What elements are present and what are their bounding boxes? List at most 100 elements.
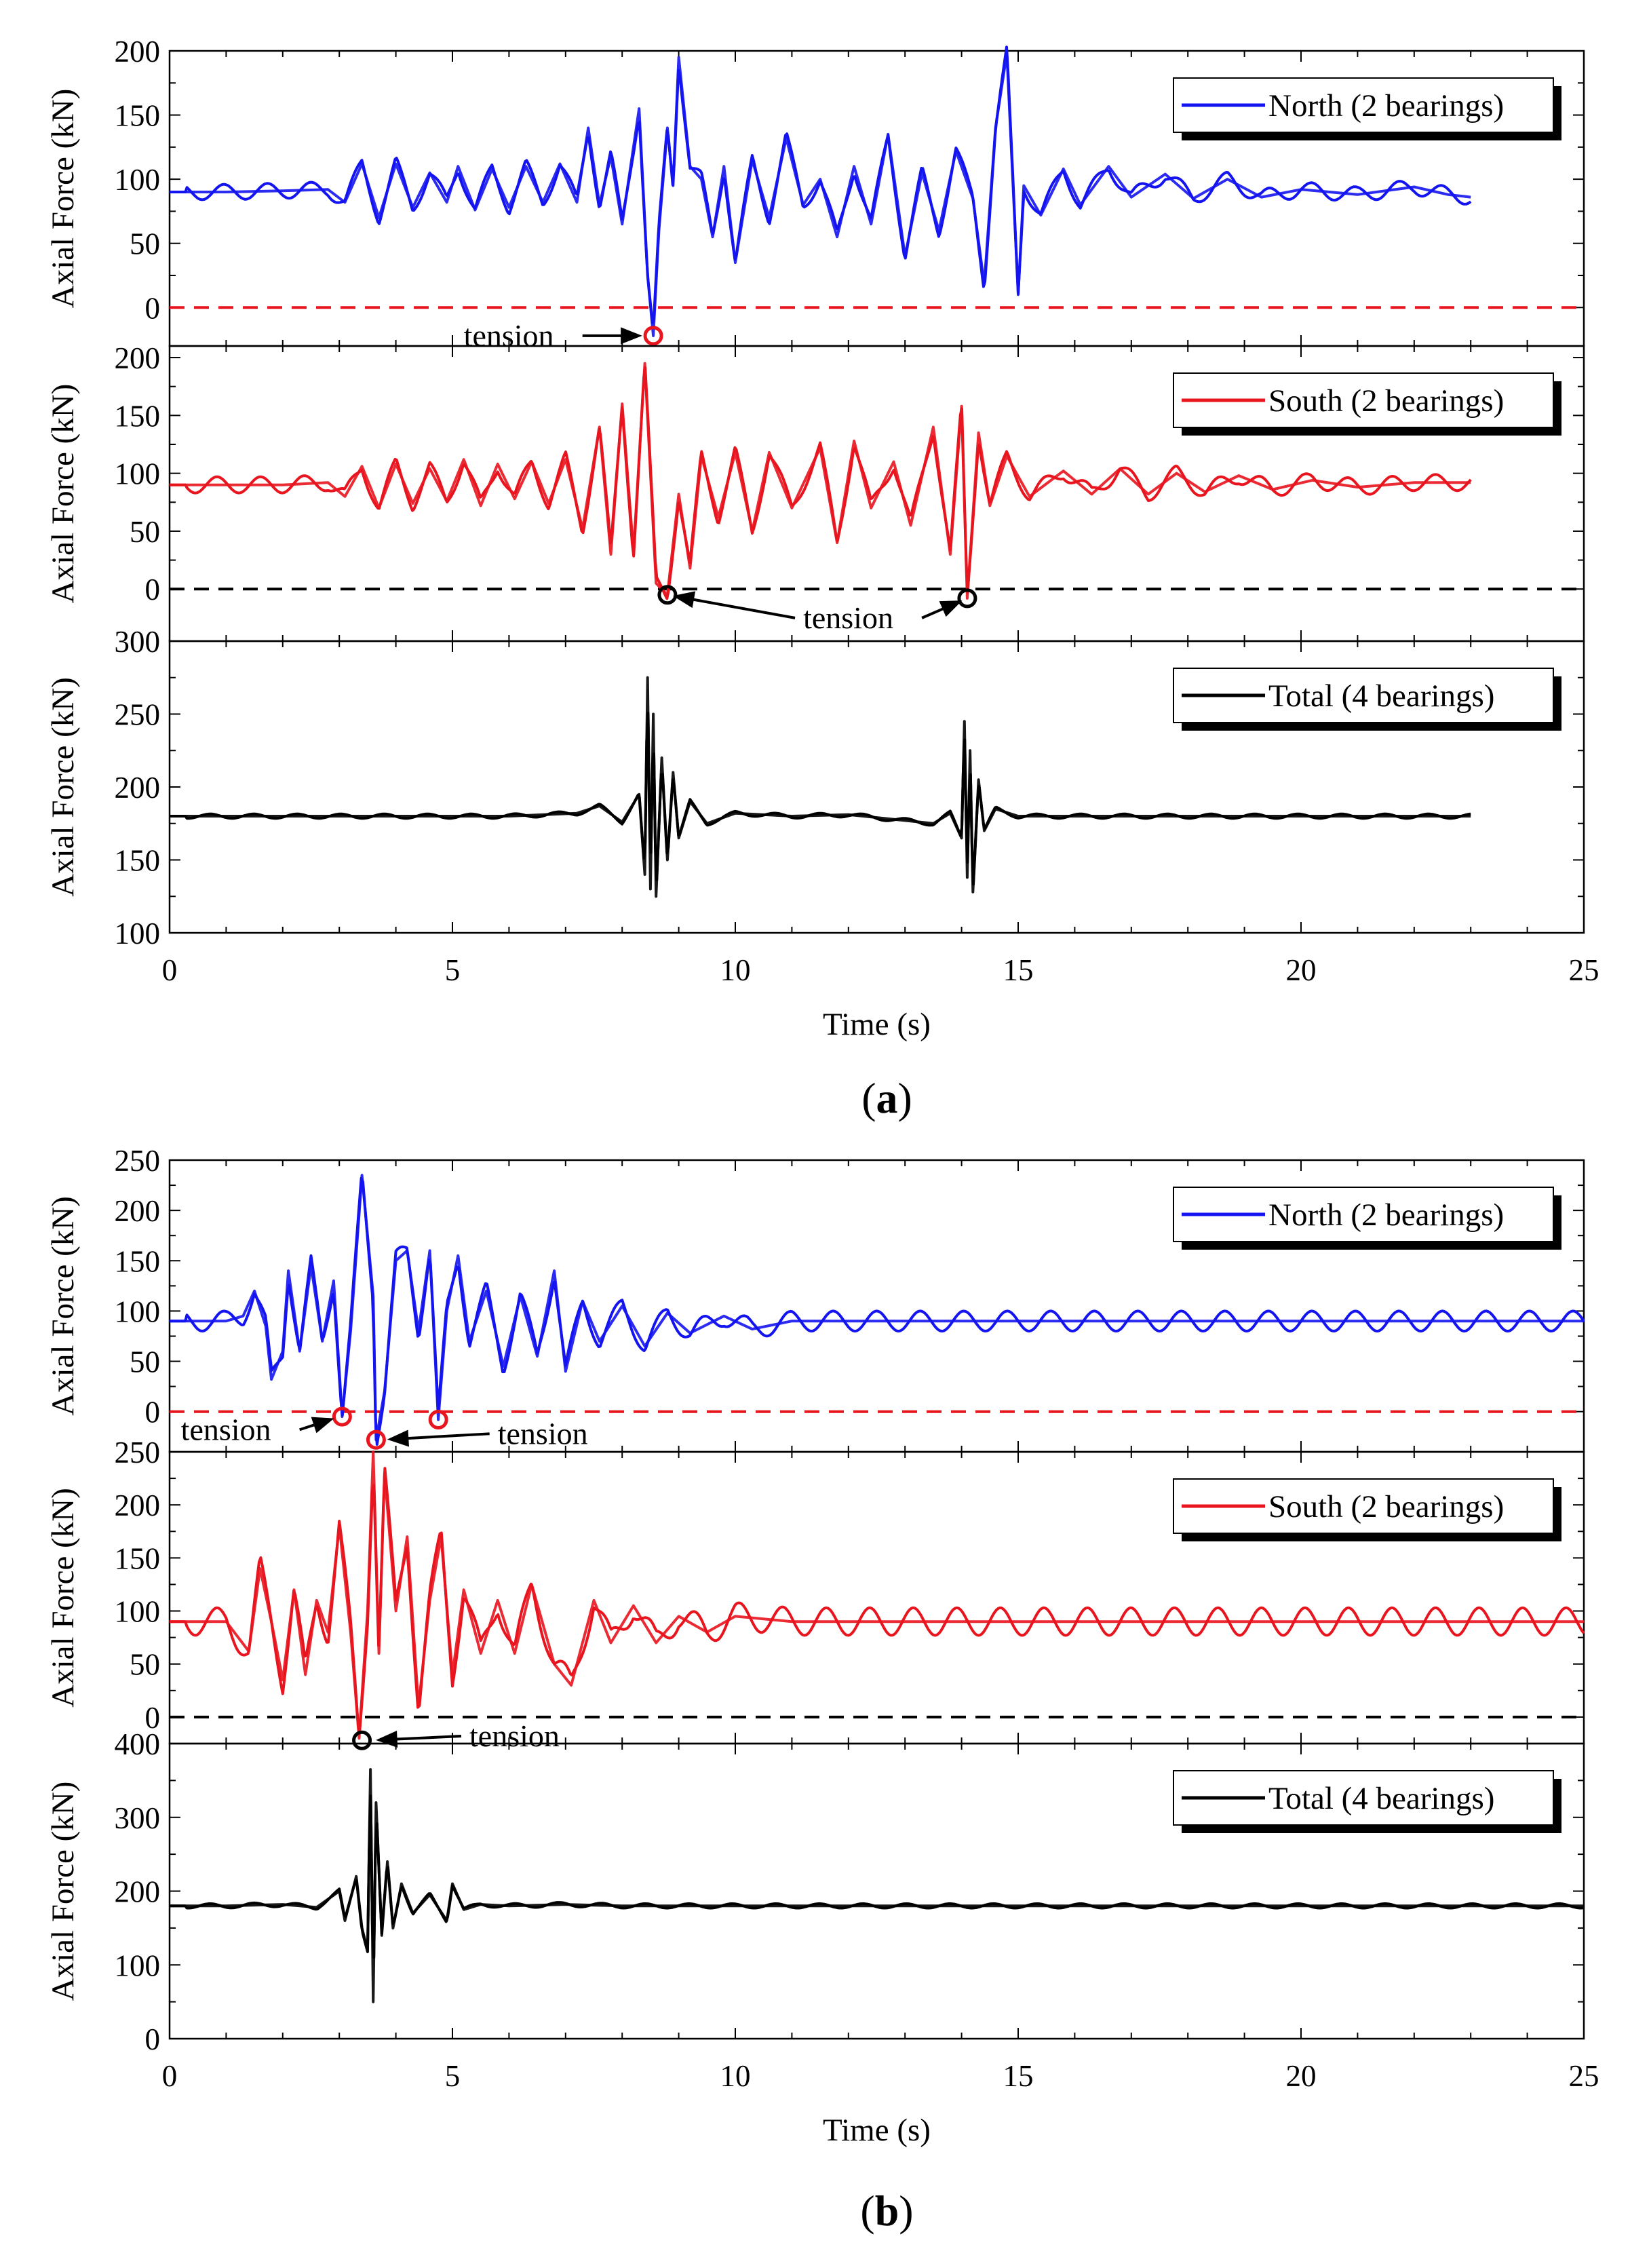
x-tick-label: 25: [1569, 953, 1599, 987]
y-tick-label: 100: [115, 163, 161, 197]
y-tick-label: 250: [115, 1144, 161, 1178]
caption-letter: b: [875, 2187, 899, 2235]
tension-marker: [352, 1730, 372, 1750]
y-tick-label: 200: [115, 1488, 161, 1522]
y-tick-label: 200: [115, 341, 161, 375]
x-axis-label: Time (s): [823, 2113, 931, 2148]
subplot-a3: 100 150 200 250 300 Axial Force (kN) Total (4 …: [45, 625, 1585, 950]
caption-close-paren: ): [898, 1074, 912, 1122]
y-tick-label: 50: [130, 1648, 160, 1682]
series-peaks-line: [170, 1450, 1584, 1740]
y-tick-label: 150: [115, 844, 161, 878]
legend-label: South (2 bearings): [1268, 383, 1504, 419]
tension-annotation-label: tension: [469, 1718, 560, 1753]
y-tick-label: 250: [115, 1436, 161, 1469]
y-tick-label: 0: [145, 1701, 161, 1735]
legend-label: South (2 bearings): [1268, 1489, 1504, 1524]
x-tick-label: 10: [720, 953, 751, 987]
x-tick-label: 5: [445, 2059, 461, 2093]
y-tick-label: 200: [115, 35, 161, 69]
panel-caption: (b): [860, 2187, 913, 2235]
tension-annotation-label: tension: [803, 600, 893, 635]
legend-label: North (2 bearings): [1268, 88, 1504, 123]
y-tick-label: 0: [145, 291, 161, 325]
series-peaks-line: [170, 52, 1471, 337]
y-tick-label: 250: [115, 698, 161, 732]
series-line: [170, 366, 1472, 600]
tension-marker: [332, 1406, 352, 1427]
series-peaks-line: [170, 1768, 1584, 2003]
caption-open-paren: (: [861, 1074, 876, 1122]
x-axis-label: Time (s): [823, 1007, 931, 1042]
y-axis-label: Axial Force (kN): [45, 1196, 81, 1416]
y-tick-label: 150: [115, 1541, 161, 1575]
y-tick-label: 100: [115, 1948, 161, 1982]
y-tick-label: 100: [115, 1294, 161, 1328]
y-tick-label: 200: [115, 1875, 161, 1909]
y-axis-label: Axial Force (kN): [45, 1488, 81, 1708]
tension-annotation-label: tension: [498, 1416, 588, 1450]
tension-marker: [657, 585, 678, 605]
y-tick-label: 200: [115, 771, 161, 805]
subplot-b2: 0 50 100 150 200 250 Axial Force (kN) tension So…: [45, 1436, 1585, 1753]
x-tick-label: 15: [1003, 953, 1034, 987]
y-tick-label: 300: [115, 1801, 161, 1835]
x-tick-label: 15: [1003, 2059, 1034, 2093]
subplot-a2: 0 50 100 150 200 Axial Force (kN) tension South…: [45, 341, 1585, 642]
x-tick-label: 5: [445, 953, 461, 987]
tension-marker: [643, 326, 663, 346]
y-axis-label: Axial Force (kN): [45, 89, 81, 309]
x-tick-label: 20: [1286, 953, 1317, 987]
y-axis-label: Axial Force (kN): [45, 1782, 81, 2001]
tension-marker: [957, 588, 977, 609]
series-line: [170, 712, 1471, 886]
series-line: [170, 1176, 1585, 1446]
annotation-arrow-shaft: [396, 1432, 490, 1440]
annotation-arrow-head: [672, 591, 696, 609]
caption-close-paren: ): [899, 2187, 913, 2235]
series-peaks-line: [170, 676, 1471, 898]
series-peaks-line: [170, 362, 1471, 600]
annotation-arrow-head: [311, 1417, 334, 1434]
y-tick-label: 50: [130, 1345, 160, 1379]
x-tick-label: 25: [1569, 2059, 1599, 2093]
panel-caption: (a): [861, 1074, 912, 1122]
y-tick-label: 300: [115, 625, 161, 659]
x-tick-label: 0: [162, 953, 178, 987]
annotation-arrow-head: [939, 600, 963, 617]
y-tick-label: 150: [115, 1244, 161, 1278]
y-tick-label: 0: [145, 573, 161, 607]
y-tick-label: 100: [115, 457, 161, 491]
subplot-b3: 0 100 200 300 400 Axial Force (kN) Total (4 be…: [45, 1727, 1585, 2056]
y-tick-label: 200: [115, 1194, 161, 1228]
y-tick-label: 100: [115, 1595, 161, 1629]
y-tick-label: 50: [130, 227, 160, 261]
y-tick-label: 400: [115, 1727, 161, 1761]
legend-label: Total (4 bearings): [1268, 678, 1494, 714]
y-tick-label: 0: [145, 1396, 161, 1429]
annotation-arrow-shaft: [682, 596, 796, 619]
annotation-arrow-head: [376, 1730, 398, 1748]
caption-open-paren: (: [860, 2187, 874, 2235]
annotation-arrow-head: [387, 1429, 409, 1447]
tension-annotation-label: tension: [181, 1412, 271, 1446]
x-tick-label: 20: [1286, 2059, 1317, 2093]
y-axis-label: Axial Force (kN): [45, 384, 81, 604]
legend-label: North (2 bearings): [1268, 1197, 1504, 1233]
y-tick-label: 50: [130, 515, 160, 549]
y-tick-label: 0: [145, 2022, 161, 2056]
annotation-arrow-head: [621, 327, 642, 345]
subplot-b1: 0 50 100 150 200 250 Axial Force (kN) tension te…: [45, 1144, 1585, 1453]
caption-letter: a: [876, 1074, 898, 1122]
y-tick-label: 150: [115, 399, 161, 433]
x-tick-label: 10: [720, 2059, 751, 2093]
annotation-arrow-shaft: [385, 1735, 462, 1742]
y-axis-label: Axial Force (kN): [45, 677, 81, 897]
legend-label: Total (4 bearings): [1268, 1781, 1494, 1816]
y-tick-label: 100: [115, 917, 161, 950]
series-peaks-line: [170, 1174, 1584, 1442]
